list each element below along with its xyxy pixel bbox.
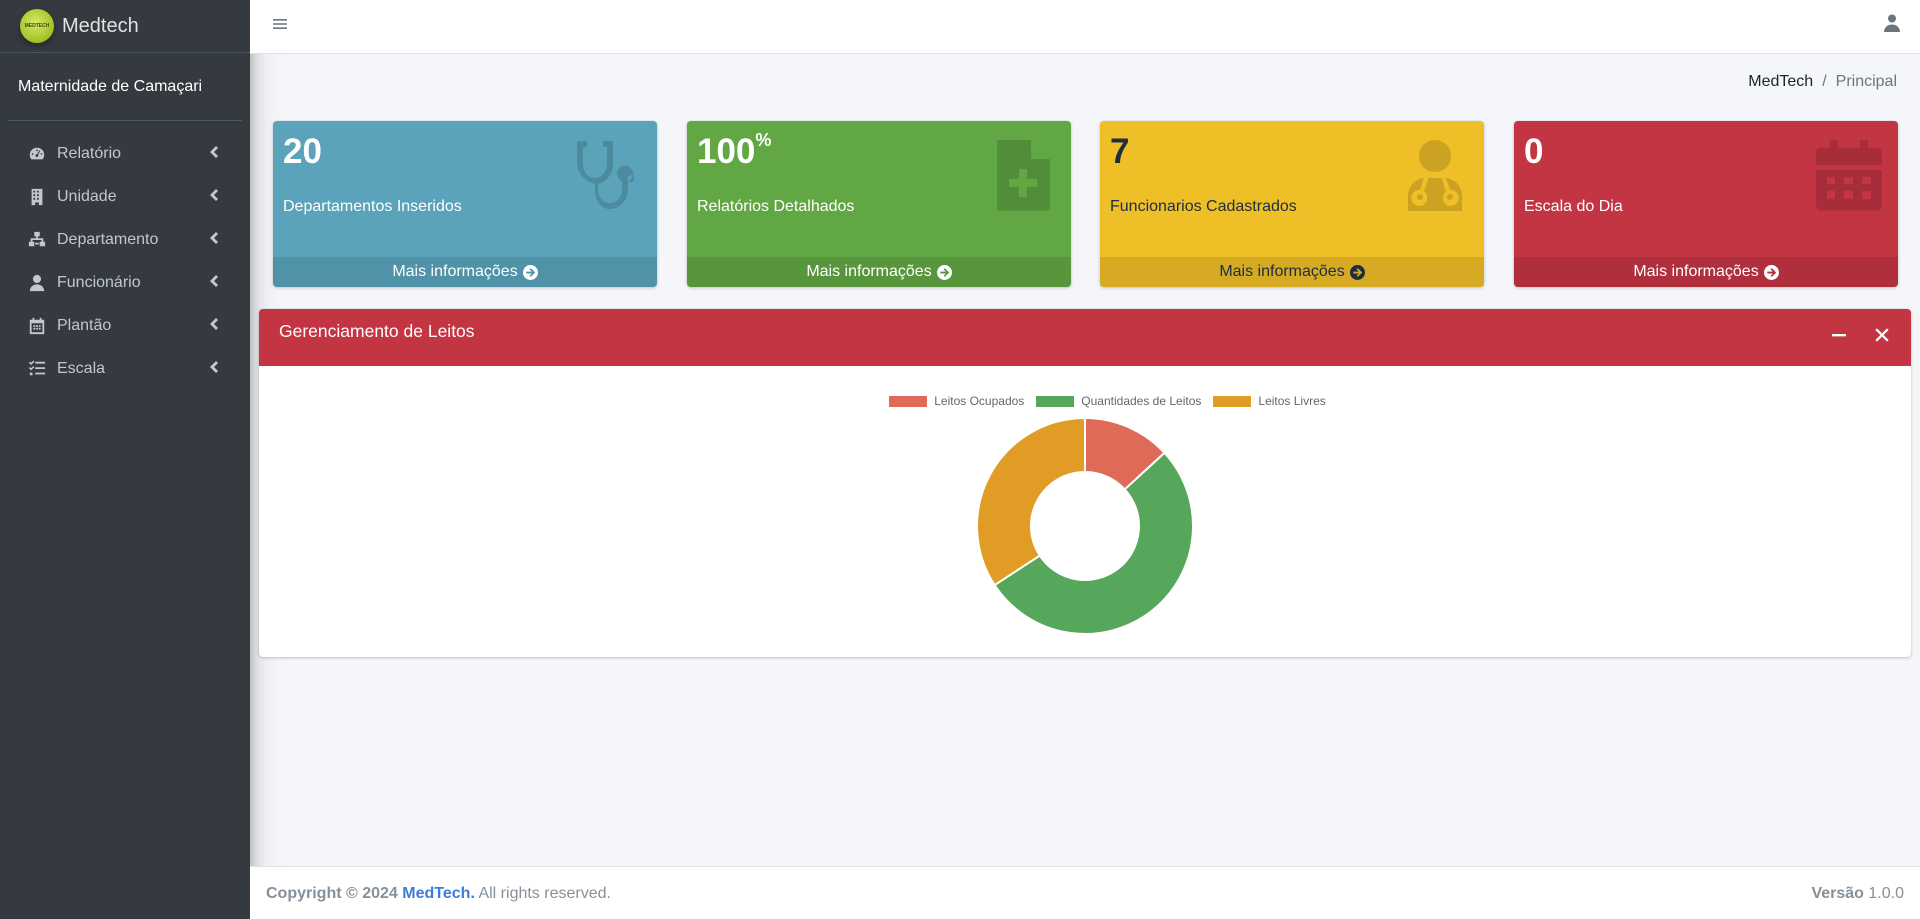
chevron-left-icon (209, 188, 218, 206)
calendar-icon (1814, 139, 1884, 216)
brand-link[interactable]: MEDTECH Medtech (0, 0, 250, 53)
funcionarios-box: 7 Funcionarios Cadastrados Mais informaç… (1100, 121, 1484, 287)
sidebar-item-label: Relatório (57, 144, 122, 162)
leitos-card: Gerenciamento de Leitos Leitos Ocupados Q… (259, 309, 1911, 657)
sidebar-item-departamento[interactable]: Departamento (8, 218, 242, 261)
minus-icon (1832, 334, 1846, 337)
sidebar-item-relatorio[interactable]: Relatório (8, 132, 242, 175)
sidebar-item-label: Plantão (57, 316, 112, 334)
more-info-link[interactable]: Mais informações (1514, 257, 1898, 287)
arrow-circle-right-icon (522, 264, 538, 280)
medtech-link[interactable]: MedTech. (402, 885, 475, 902)
chevron-left-icon (209, 317, 218, 335)
card-title: Gerenciamento de Leitos (279, 321, 475, 341)
legend-item[interactable]: Leitos Ocupados (889, 394, 1024, 408)
user-icon (26, 274, 48, 292)
box-value: 100% (697, 130, 772, 171)
arrow-circle-right-icon (1349, 264, 1365, 280)
chevron-left-icon (209, 145, 218, 163)
box-label: Relatórios Detalhados (697, 197, 855, 215)
legend-swatch (1213, 395, 1252, 407)
chevron-left-icon (209, 274, 218, 292)
sidebar-nav: Relatório Unidade Departamento Funcionár… (0, 132, 250, 390)
sidebar-item-label: Departamento (57, 230, 159, 248)
card-header: Gerenciamento de Leitos (259, 309, 1911, 366)
file-medical-icon (987, 139, 1057, 216)
user-panel: Maternidade de Camaçari (8, 53, 242, 121)
breadcrumb-current: Principal (1835, 73, 1897, 90)
chevron-left-icon (209, 231, 218, 249)
legend-swatch (889, 395, 928, 407)
chart-legend: Leitos Ocupados Quantidades de Leitos Leit… (259, 394, 1911, 408)
box-value: 0 (1524, 132, 1544, 171)
donut-slice[interactable] (976, 417, 1086, 587)
remove-button[interactable] (1870, 323, 1894, 347)
sitemap-icon (26, 231, 48, 249)
sidebar-item-label: Funcionário (57, 273, 141, 291)
sidebar-item-unidade[interactable]: Unidade (8, 175, 242, 218)
box-label: Departamentos Inseridos (283, 197, 462, 215)
more-info-link[interactable]: Mais informações (1100, 257, 1484, 287)
more-info-link[interactable]: Mais informações (687, 257, 1071, 287)
building-icon (26, 188, 48, 206)
calendar-icon (26, 317, 48, 335)
legend-label: Leitos Livres (1258, 394, 1326, 408)
page-footer: Copyright © 2024 MedTech. All rights res… (250, 866, 1920, 919)
sidebar-item-funcionario[interactable]: Funcionário (8, 261, 242, 304)
escala-box: 0 Escala do Dia Mais informações (1514, 121, 1898, 287)
donut-slice[interactable] (993, 451, 1194, 635)
legend-label: Leitos Ocupados (934, 394, 1025, 408)
chevron-left-icon (209, 360, 218, 378)
sidebar-item-label: Escala (57, 359, 106, 377)
box-value: 7 (1110, 132, 1130, 171)
legend-label: Quantidades de Leitos (1081, 394, 1202, 408)
box-value: 20 (283, 132, 322, 171)
legend-item[interactable]: Leitos Livres (1213, 394, 1326, 408)
copyright: Copyright © 2024 MedTech. All rights res… (266, 885, 611, 902)
arrow-circle-right-icon (1763, 264, 1779, 280)
brand-text: Medtech (62, 14, 139, 37)
collapse-button[interactable] (1827, 323, 1851, 347)
stethoscope-icon (573, 139, 643, 216)
brand-logo: MEDTECH (20, 9, 54, 43)
departamentos-box: 20 Departamentos Inseridos Mais informaç… (273, 121, 657, 287)
sidebar-item-label: Unidade (57, 187, 117, 205)
list-check-icon (26, 360, 48, 378)
arrow-circle-right-icon (936, 264, 952, 280)
breadcrumb: MedTech / Principal (1748, 73, 1897, 91)
relatorios-box: 100% Relatórios Detalhados Mais informaç… (687, 121, 1071, 287)
donut-chart (976, 417, 1194, 635)
user-doctor-icon (1400, 139, 1470, 216)
user-menu-icon[interactable] (1884, 14, 1900, 37)
breadcrumb-separator: / (1822, 73, 1827, 90)
box-label: Funcionarios Cadastrados (1110, 197, 1297, 215)
hamburger-menu-icon[interactable] (272, 16, 292, 36)
breadcrumb-home[interactable]: MedTech (1748, 73, 1814, 90)
box-label: Escala do Dia (1524, 197, 1623, 215)
top-navbar (250, 0, 1920, 54)
tachometer-icon (26, 145, 48, 163)
brand-logo-text: MEDTECH (24, 23, 50, 29)
legend-swatch (1036, 395, 1075, 407)
sidebar: MEDTECH Medtech Maternidade de Camaçari … (0, 0, 250, 919)
more-info-link[interactable]: Mais informações (273, 257, 657, 287)
sidebar-item-plantao[interactable]: Plantão (8, 304, 242, 347)
close-icon (1875, 328, 1889, 342)
version: Versão 1.0.0 (1811, 885, 1904, 902)
sidebar-item-escala[interactable]: Escala (8, 347, 242, 390)
legend-item[interactable]: Quantidades de Leitos (1036, 394, 1201, 408)
user-name[interactable]: Maternidade de Camaçari (18, 77, 203, 95)
